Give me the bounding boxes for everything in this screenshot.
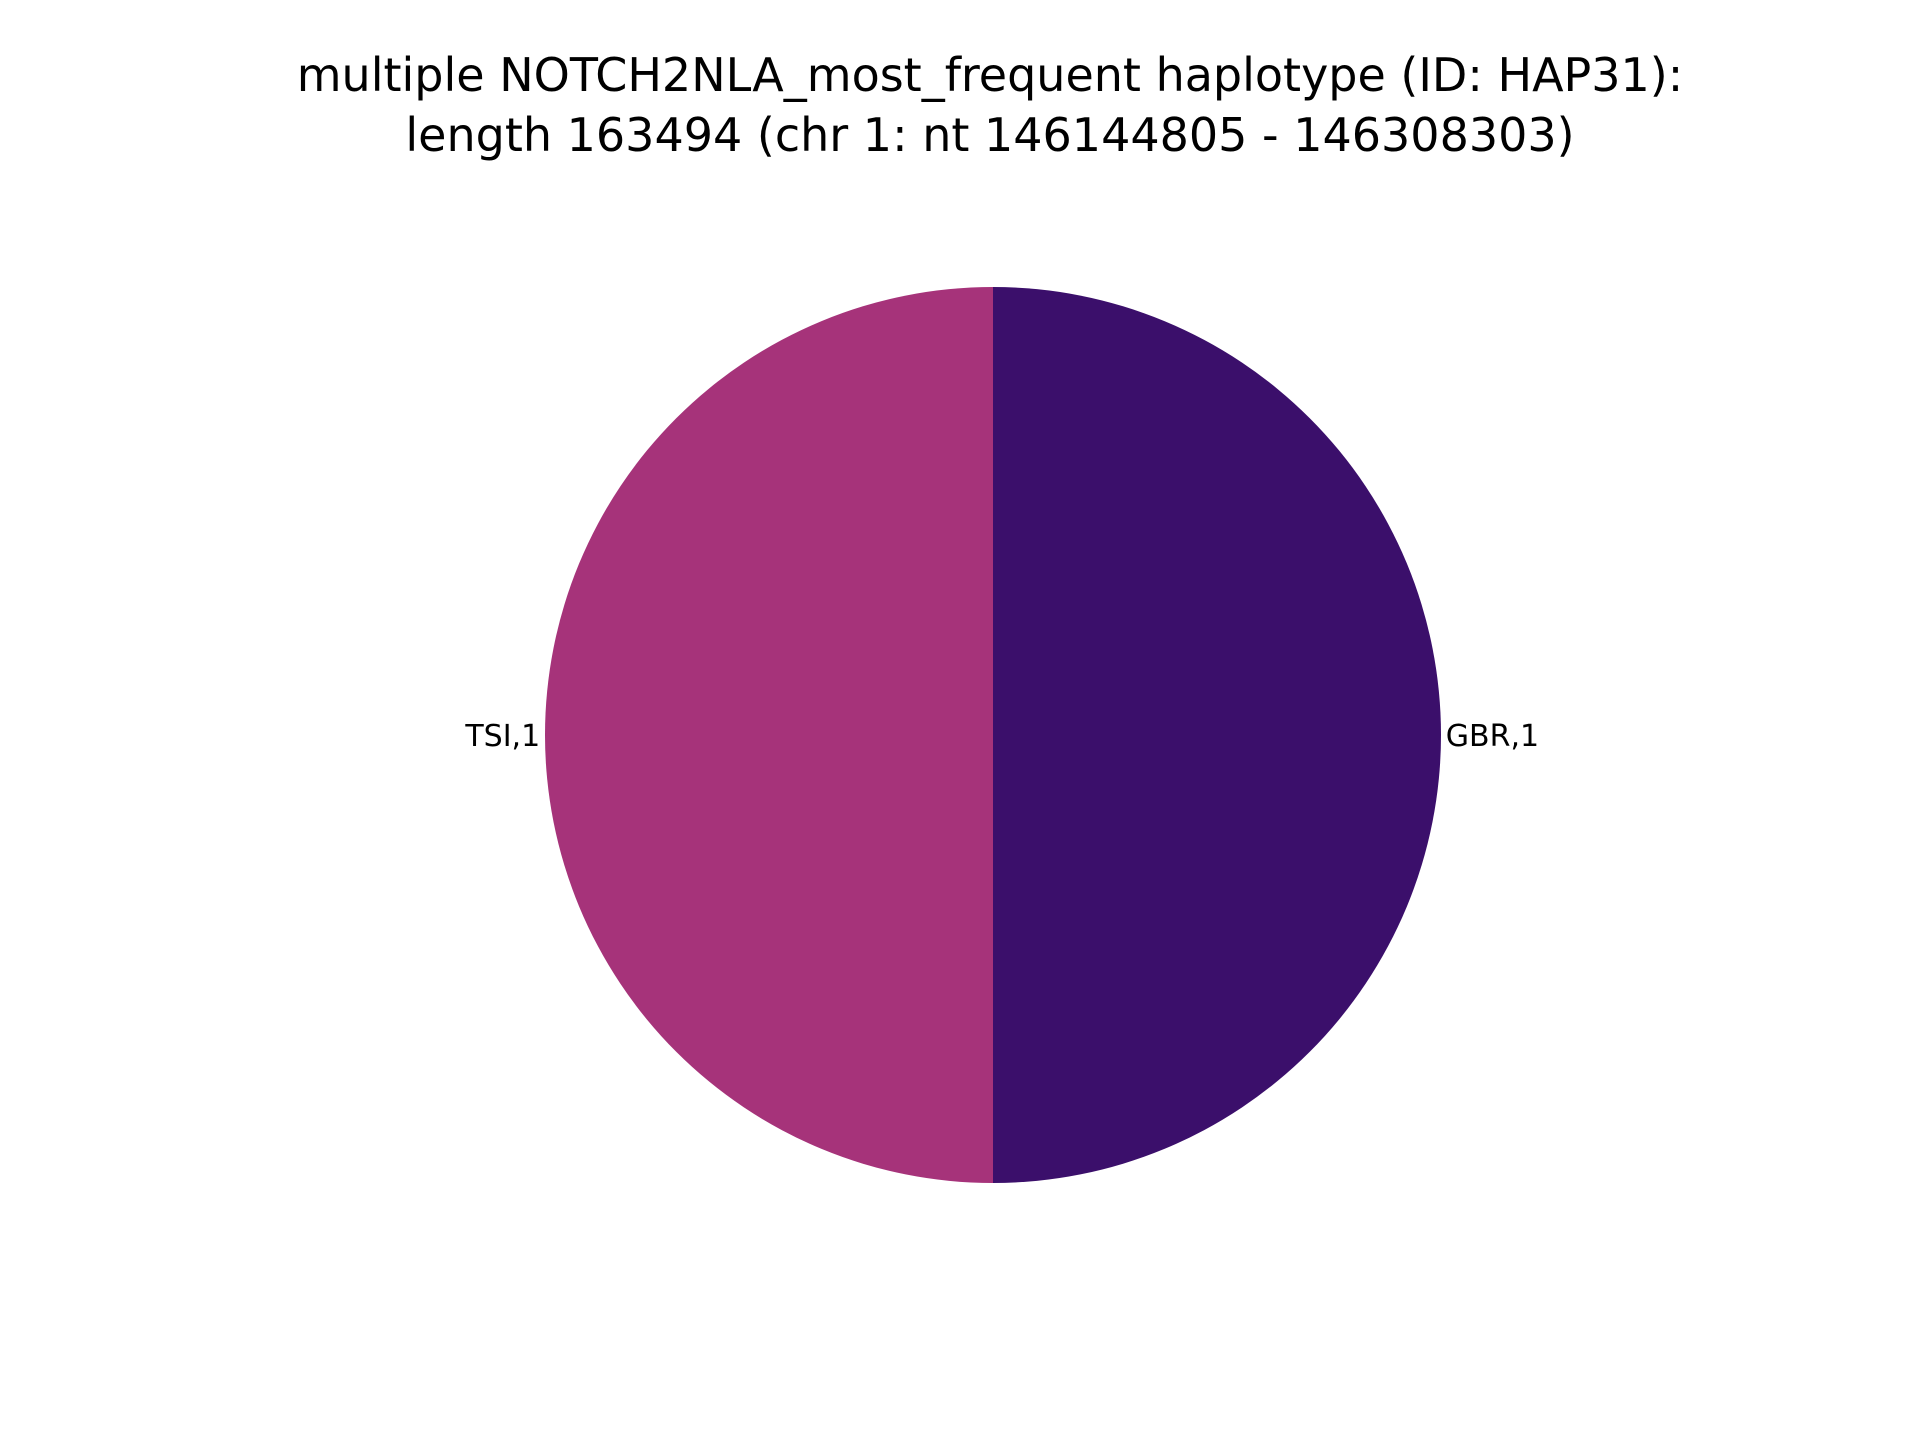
- chart-title-line-2: length 163494 (chr 1: nt 146144805 - 146…: [405, 108, 1575, 162]
- pie-label-0: GBR,1: [1446, 719, 1539, 754]
- pie-slices: [545, 287, 1441, 1183]
- pie-labels: GBR,1 TSI,1: [464, 719, 1539, 754]
- chart-title: multiple NOTCH2NLA_most_frequent haploty…: [0, 45, 1920, 165]
- pie-slice-1: [545, 287, 993, 1183]
- pie-slice-0: [993, 287, 1441, 1183]
- chart-title-line-1: multiple NOTCH2NLA_most_frequent haploty…: [296, 48, 1684, 102]
- pie-label-1: TSI,1: [464, 719, 540, 754]
